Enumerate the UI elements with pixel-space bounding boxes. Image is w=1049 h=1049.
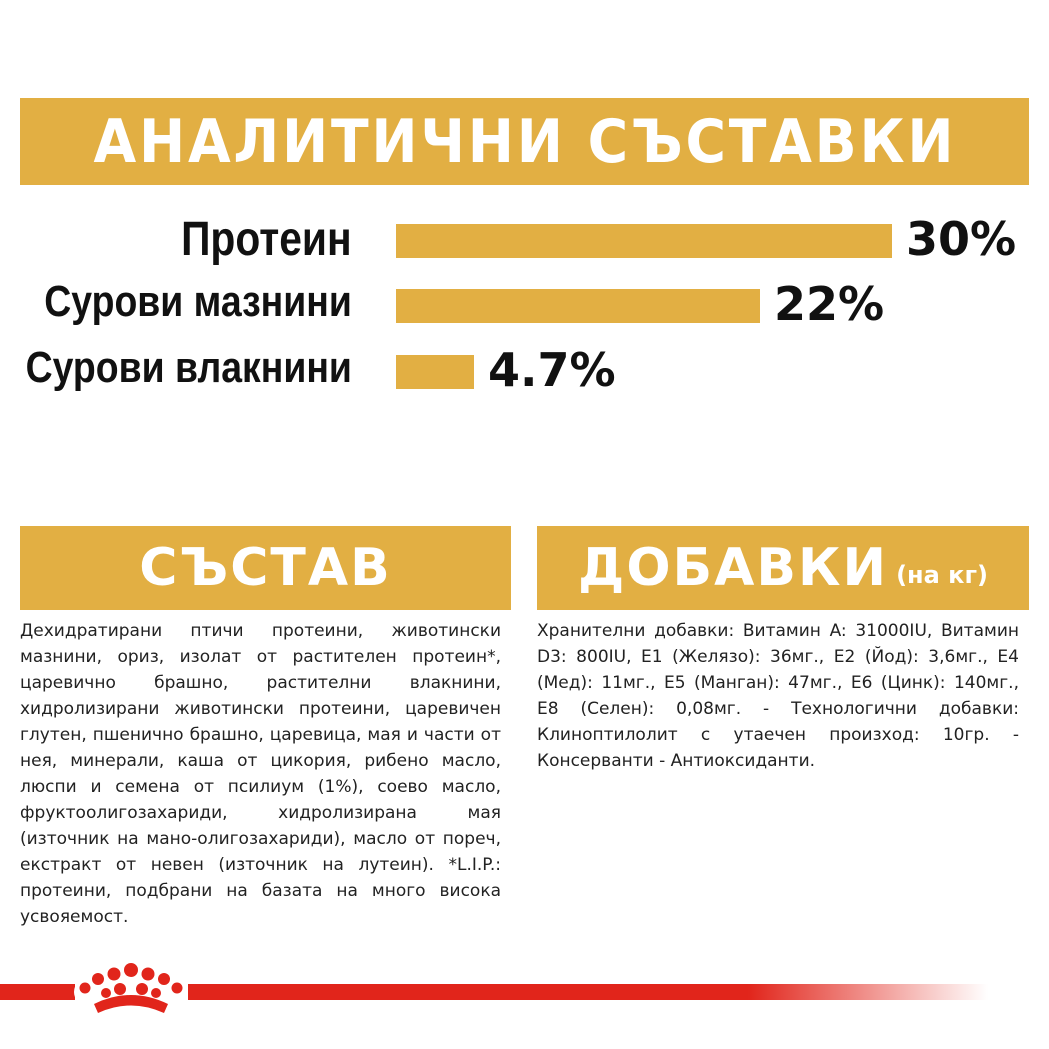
category-label-crude-fat: Сурови мазнини bbox=[44, 277, 352, 326]
composition-banner: СЪСТАВ bbox=[20, 526, 511, 610]
value-label-crude-fiber: 4.7% bbox=[488, 343, 616, 397]
bar-protein bbox=[396, 224, 892, 258]
composition-title: СЪСТАВ bbox=[139, 538, 392, 598]
value-label-crude-fat: 22% bbox=[774, 277, 885, 331]
composition-text: Дехидратирани птичи протеини, животински… bbox=[20, 621, 501, 927]
value-label-protein: 30% bbox=[906, 212, 1017, 266]
analytical-constituents-banner: АНАЛИТИЧНИ СЪСТАВКИ bbox=[20, 98, 1029, 185]
bar-crude-fiber bbox=[396, 355, 474, 389]
category-label-protein: Протеин bbox=[181, 213, 352, 266]
additives-title: ДОБАВКИ bbox=[578, 538, 889, 598]
bar-crude-fat bbox=[396, 289, 760, 323]
additives-banner: ДОБАВКИ (на кг) bbox=[537, 526, 1029, 610]
category-label-crude-fiber: Сурови влакнини bbox=[25, 343, 352, 392]
footer-red-line bbox=[0, 984, 1049, 1000]
analytical-constituents-title: АНАЛИТИЧНИ СЪСТАВКИ bbox=[93, 106, 956, 177]
royal-canin-crown-icon bbox=[74, 963, 188, 1020]
additives-subtitle: (на кг) bbox=[896, 561, 988, 589]
additives-text: Хранителни добавки: Витамин A: 31000IU, … bbox=[537, 621, 1019, 771]
